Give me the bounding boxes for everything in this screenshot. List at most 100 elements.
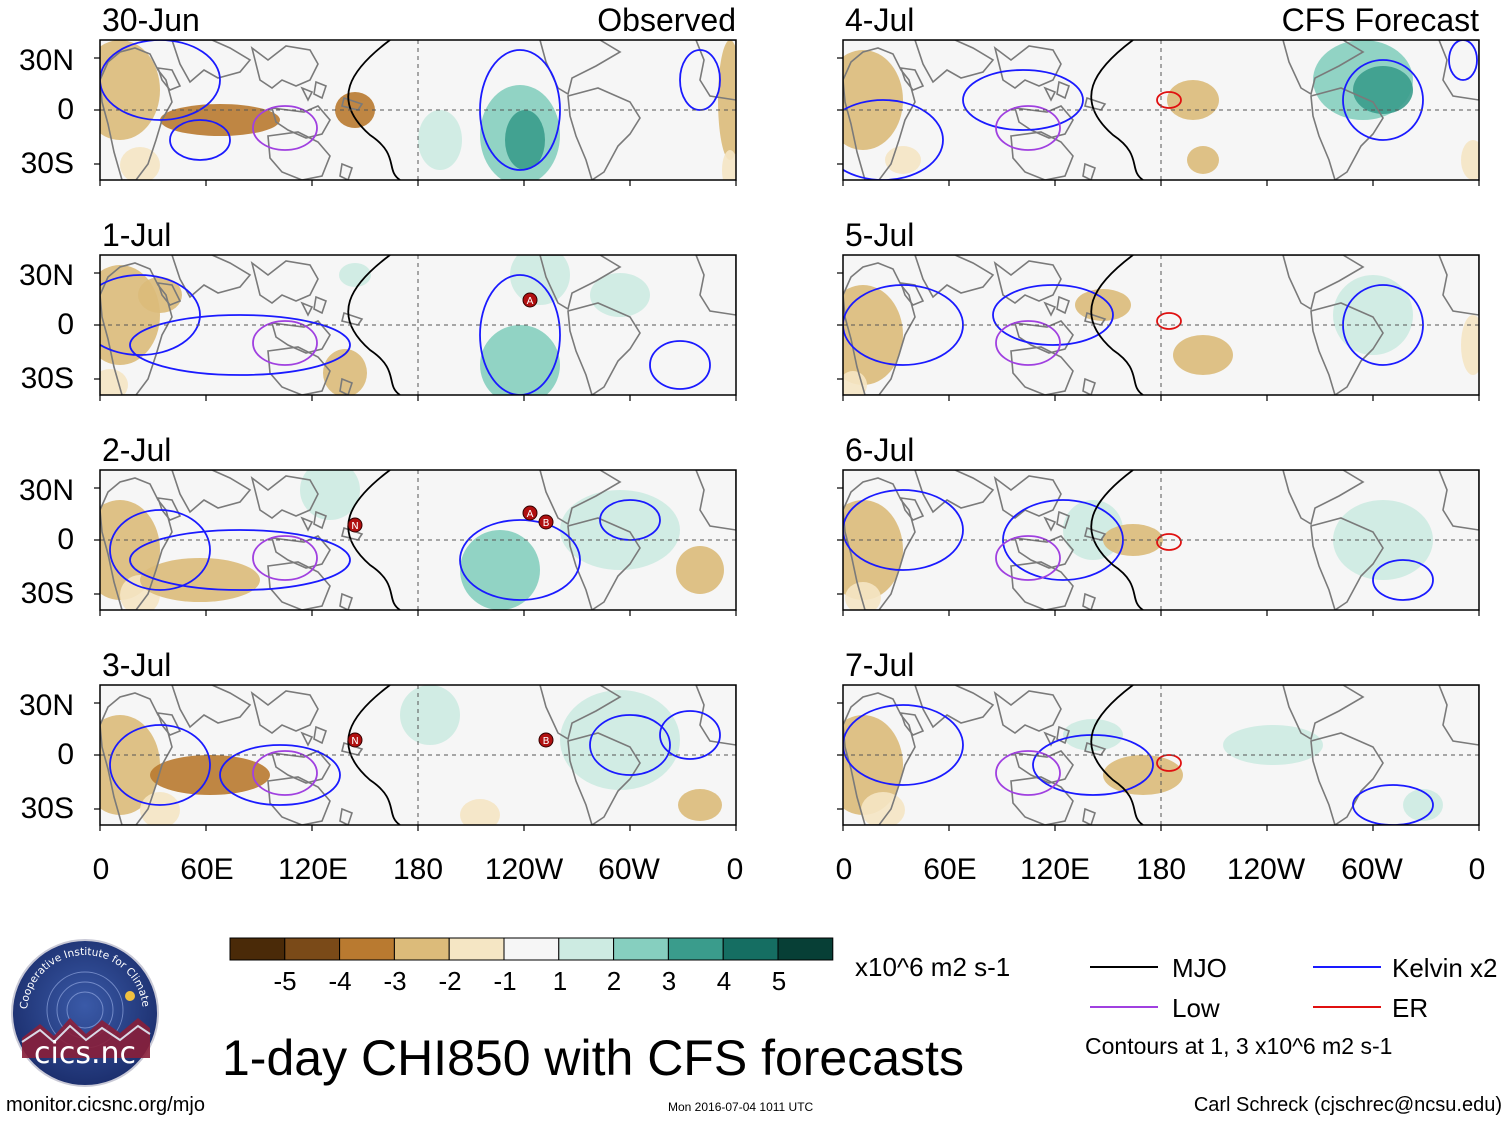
lat-label-30n: 30N: [18, 474, 74, 507]
anomaly-shading: [843, 285, 903, 385]
panel-date-6jul: 6-Jul: [845, 432, 915, 468]
colorbar-label: -2: [438, 966, 462, 996]
coastline: [1056, 725, 1070, 745]
low-contour: [252, 535, 318, 581]
legend-label-mjo: MJO: [1172, 953, 1227, 983]
coastline: [695, 470, 736, 531]
storm-label-n: N: [351, 521, 358, 532]
colorbar-label: 2: [606, 966, 622, 996]
anomaly-shading: [845, 582, 881, 610]
legend-line-kelvin: [1313, 966, 1381, 968]
anomaly-shading: [1403, 789, 1443, 821]
map-background: [843, 685, 1479, 825]
kelvin-contour: [589, 714, 671, 776]
coastline: [1310, 732, 1384, 825]
lon-label-left: 0: [92, 853, 110, 886]
coastline: [993, 45, 1062, 89]
coastline: [339, 592, 353, 610]
colorbar-label: -4: [328, 966, 352, 996]
anomaly-shading: [1173, 335, 1233, 375]
storm-label-a: A: [527, 296, 534, 307]
footer-credit: Carl Schreck (cjschrec@ncsu.edu): [1193, 1094, 1502, 1116]
anomaly-shading: [505, 110, 545, 170]
anomaly-shading: [1461, 315, 1479, 375]
coastline: [1056, 80, 1070, 100]
coastline: [914, 470, 995, 514]
coastline: [1438, 255, 1479, 316]
coastline: [171, 40, 252, 84]
coastline: [250, 690, 319, 734]
lat-label-30s: 30S: [20, 362, 74, 395]
lat-label-30s: 30S: [20, 577, 74, 610]
anomaly-shading: [722, 150, 736, 180]
coastline: [1310, 87, 1384, 180]
colorbar-label: -1: [493, 966, 517, 996]
anomaly-shading: [843, 371, 867, 395]
anomaly-shading: [400, 685, 460, 745]
kelvin-contour: [649, 340, 711, 390]
anomaly-shading: [560, 490, 680, 570]
panel-date-4jul: 4-Jul: [845, 2, 915, 38]
low-contour: [252, 750, 318, 796]
anomaly-shading: [140, 558, 260, 602]
map-panel: A: [94, 254, 737, 401]
coastline: [1056, 295, 1070, 315]
coastline: [899, 497, 925, 521]
kelvin-contour: [169, 119, 231, 161]
kelvin-contour: [1352, 784, 1434, 825]
anomaly-shading: [1223, 725, 1323, 765]
legend-label-kelvin: Kelvin x2: [1392, 953, 1498, 983]
coastline: [267, 561, 331, 610]
coastline: [695, 40, 736, 101]
lon-label-left: 180: [392, 853, 444, 886]
legend-label-er: ER: [1392, 993, 1429, 1023]
footer-url[interactable]: monitor.cicsnc.org/mjo: [6, 1094, 205, 1116]
kelvin-contour: [1342, 284, 1424, 366]
lon-label-left: 60E: [180, 853, 234, 886]
coastline: [567, 517, 641, 610]
map-panel: [837, 469, 1480, 616]
kelvin-contour: [479, 49, 561, 171]
colorbar-swatch: [448, 937, 505, 961]
footer-timestamp: Mon 2016-07-04 1011 UTC: [668, 1100, 814, 1114]
coastline: [993, 690, 1062, 734]
coastline: [843, 262, 916, 395]
kelvin-contour: [1032, 734, 1154, 796]
anomaly-shading: [100, 715, 160, 815]
colorbar-label: 4: [716, 966, 732, 996]
colorbar-units: x10^6 m2 s-1: [855, 952, 1011, 982]
coastline: [171, 470, 252, 514]
coastline: [843, 692, 916, 825]
coastline: [567, 302, 641, 395]
low-contour: [995, 535, 1061, 581]
kelvin-contour: [109, 724, 211, 806]
coastline: [100, 477, 173, 610]
coastline: [1282, 255, 1365, 311]
coastline: [1056, 510, 1070, 530]
coastline: [1082, 377, 1096, 395]
kelvin-contour: [129, 529, 351, 591]
anomaly-shading: [843, 715, 903, 815]
lat-label-30n: 30N: [18, 44, 74, 77]
kelvin-contour: [1448, 40, 1478, 81]
contours-note: Contours at 1, 3 x10^6 m2 s-1: [1085, 1033, 1393, 1059]
lon-label-left: 120W: [484, 853, 564, 886]
anomaly-shading: [1353, 66, 1413, 114]
colorbar-swatch: [667, 937, 724, 961]
lat-label-30n: 30N: [18, 689, 74, 722]
coastline: [695, 685, 736, 746]
coastline: [1282, 470, 1365, 526]
lon-label-left: 120E: [277, 853, 349, 886]
coastline: [1043, 301, 1057, 317]
coastline: [1043, 516, 1057, 532]
main-title: 1-day CHI850 with CFS forecasts: [222, 1030, 964, 1086]
kelvin-contour: [100, 274, 201, 356]
anomaly-shading: [1103, 755, 1183, 795]
coastline: [1282, 40, 1365, 96]
colorbar-swatch: [777, 937, 834, 961]
coastline: [300, 731, 314, 747]
colorbar-swatch: [339, 937, 395, 961]
panel-date-5jul: 5-Jul: [845, 217, 915, 253]
storm-label-n: N: [351, 736, 358, 747]
anomaly-shading: [1187, 146, 1219, 174]
